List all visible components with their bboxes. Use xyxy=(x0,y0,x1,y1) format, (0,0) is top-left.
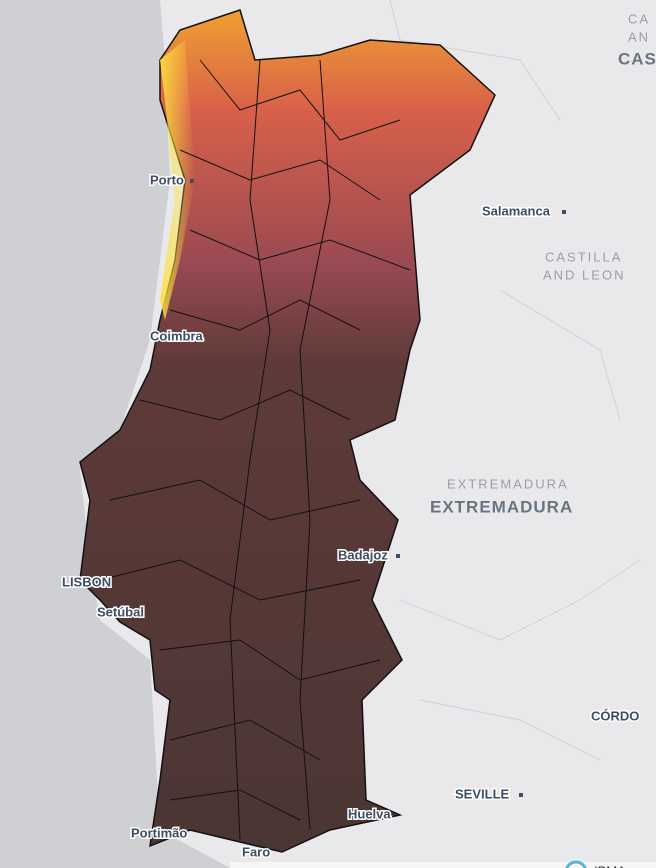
region-label: EXTREMADURA xyxy=(447,476,569,491)
region-label: EXTREMADURA xyxy=(430,497,573,516)
place-label: Portimão xyxy=(131,825,187,840)
place-marker xyxy=(519,793,523,797)
attribution: IPMA xyxy=(594,864,626,868)
place-label: Coimbra xyxy=(150,328,204,343)
borders xyxy=(389,0,641,761)
place-label: LISBON xyxy=(62,574,111,589)
place-label: Huelva xyxy=(348,806,391,821)
logo-icon xyxy=(565,860,587,868)
place-marker xyxy=(190,179,194,183)
region-label: AND LEON xyxy=(543,267,625,282)
place-marker xyxy=(562,210,566,214)
place-label: Badajoz xyxy=(338,547,388,562)
region-label: CA xyxy=(628,11,650,26)
attribution-bar xyxy=(230,862,656,868)
place-label: CÓRDO xyxy=(591,708,639,723)
municipality-lines xyxy=(99,59,411,841)
coastal-heat xyxy=(160,40,195,320)
place-label: Faro xyxy=(242,844,270,859)
place-label: Setúbal xyxy=(97,604,144,619)
place-marker xyxy=(396,554,400,558)
region-label: CASTILLA xyxy=(545,249,622,264)
region-label: CAS xyxy=(618,49,656,68)
place-label: Porto xyxy=(150,172,184,187)
region-label: AN xyxy=(628,29,650,44)
place-label: SEVILLE xyxy=(455,786,510,801)
place-label: Salamanca xyxy=(482,203,551,218)
